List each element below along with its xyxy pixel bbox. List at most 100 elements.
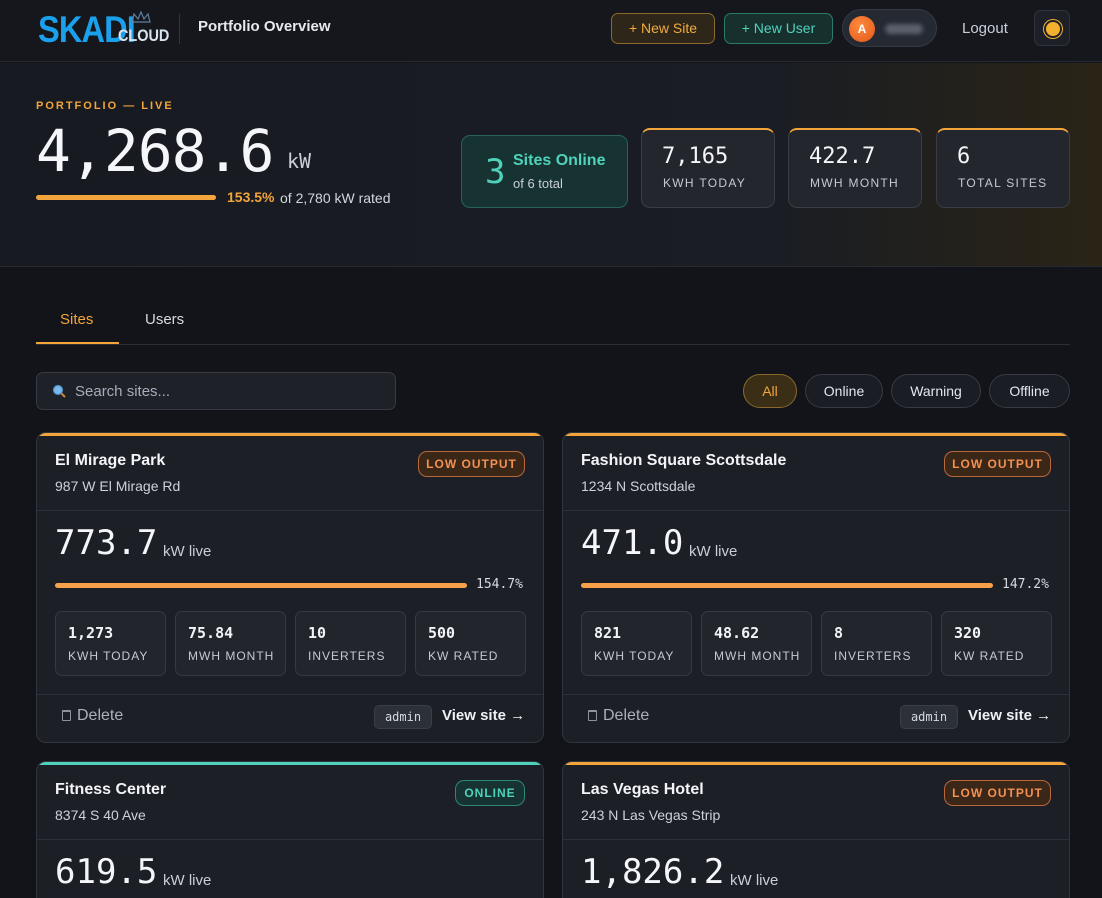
- status-badge: LOW OUTPUT: [944, 451, 1051, 477]
- site-address: 987 W El Mirage Rd: [55, 478, 181, 494]
- site-stat-kw-rated: 320 KW RATED: [941, 611, 1052, 676]
- site-stat-kwh-today: 821 KWH TODAY: [581, 611, 692, 676]
- site-card[interactable]: Fashion Square Scottsdale 1234 N Scottsd…: [562, 432, 1070, 743]
- card-divider: [37, 510, 543, 511]
- view-site-link[interactable]: View site →: [968, 707, 1052, 724]
- site-name: Las Vegas Hotel: [581, 781, 704, 798]
- theme-toggle-button[interactable]: [1034, 10, 1070, 46]
- site-percent: 154.7%: [476, 577, 523, 592]
- stat-value: 48.62: [714, 624, 760, 642]
- active-tab-indicator: [36, 342, 119, 344]
- tabs-divider: [36, 344, 1070, 345]
- site-card[interactable]: El Mirage Park 987 W El Mirage Rd LOW OU…: [36, 432, 544, 743]
- stat-label: MWH MONTH: [810, 176, 900, 190]
- stat-label: KWH TODAY: [594, 649, 675, 663]
- owner-tag: admin: [900, 705, 958, 729]
- site-percent: 147.2%: [1002, 577, 1049, 592]
- sites-online-card[interactable]: 3 Sites Online of 6 total: [461, 135, 628, 208]
- crown-icon: [131, 10, 151, 23]
- top-bar: SKADI CLOUD Portfolio Overview + New Sit…: [0, 0, 1102, 62]
- site-kw-unit: kW live: [689, 543, 738, 560]
- site-kw: 471.0: [581, 523, 684, 563]
- site-kw-unit: kW live: [730, 872, 779, 889]
- brand-subname: CLOUD: [118, 26, 170, 45]
- site-stat-inverters: 8 INVERTERS: [821, 611, 932, 676]
- sites-online-count: 3: [485, 152, 506, 192]
- stat-value: 7,165: [662, 144, 729, 169]
- stat-card-total-sites: 6 TOTAL SITES: [936, 128, 1070, 208]
- card-status-strip: [37, 433, 543, 436]
- site-name: Fitness Center: [55, 781, 167, 798]
- portfolio-kw-unit: kW: [287, 149, 312, 173]
- site-address: 8374 S 40 Ave: [55, 807, 146, 823]
- card-status-strip: [37, 762, 543, 765]
- search-input[interactable]: [75, 373, 385, 409]
- site-card[interactable]: Fitness Center 8374 S 40 Ave ONLINE 619.…: [36, 761, 544, 898]
- new-site-button[interactable]: + New Site: [611, 13, 715, 44]
- site-progress-bar: [55, 583, 467, 588]
- site-kw-unit: kW live: [163, 543, 212, 560]
- search-box[interactable]: [36, 372, 396, 410]
- portfolio-hero: PORTFOLIO — LIVE 4,268.6 kW 153.5% of 2,…: [0, 63, 1102, 267]
- portfolio-rated: of 2,780 kW rated: [280, 190, 391, 206]
- delete-button[interactable]: Delete: [588, 707, 649, 725]
- view-site-link[interactable]: View site →: [442, 707, 526, 724]
- stat-value: 75.84: [188, 624, 234, 642]
- portfolio-progress-fill: [36, 195, 216, 200]
- site-address: 1234 N Scottsdale: [581, 478, 696, 494]
- status-badge: LOW OUTPUT: [418, 451, 525, 477]
- stat-value: 8: [834, 624, 844, 642]
- site-stat-inverters: 10 INVERTERS: [295, 611, 406, 676]
- user-menu[interactable]: A: [842, 9, 937, 47]
- logout-link[interactable]: Logout: [962, 20, 1008, 37]
- site-address: 243 N Las Vegas Strip: [581, 807, 721, 823]
- filter-all[interactable]: All: [743, 374, 797, 408]
- trash-icon: [588, 710, 597, 721]
- delete-label: Delete: [603, 707, 650, 724]
- stat-label: INVERTERS: [834, 649, 912, 663]
- site-kw-unit: kW live: [163, 872, 212, 889]
- filter-warning[interactable]: Warning: [891, 374, 981, 408]
- stat-label: MWH MONTH: [188, 649, 275, 663]
- delete-label: Delete: [77, 707, 124, 724]
- status-badge: ONLINE: [455, 780, 525, 806]
- card-divider: [37, 839, 543, 840]
- stat-value: 422.7: [809, 144, 876, 169]
- sites-online-label: Sites Online: [513, 152, 606, 169]
- stat-label: INVERTERS: [308, 649, 386, 663]
- stat-value: 320: [954, 624, 982, 642]
- new-user-button[interactable]: + New User: [724, 13, 833, 44]
- site-progress-bar: [581, 583, 993, 588]
- stat-value: 500: [428, 624, 456, 642]
- stat-value: 6: [957, 144, 971, 169]
- portfolio-kw: 4,268.6: [36, 117, 274, 185]
- card-divider: [563, 510, 1069, 511]
- username-blurred: [885, 24, 923, 34]
- stat-value: 1,273: [68, 624, 114, 642]
- search-icon: [52, 384, 66, 398]
- tab-sites[interactable]: Sites: [60, 311, 94, 328]
- avatar: A: [849, 16, 875, 42]
- brand-name: SKADI: [38, 9, 136, 50]
- site-kw: 773.7: [55, 523, 158, 563]
- site-stat-kw-rated: 500 KW RATED: [415, 611, 526, 676]
- stat-label: KWH TODAY: [663, 176, 747, 190]
- stat-label: MWH MONTH: [714, 649, 801, 663]
- stat-card-kwh-today: 7,165 KWH TODAY: [641, 128, 775, 208]
- site-name: Fashion Square Scottsdale: [581, 452, 787, 469]
- portfolio-progress-bar: [36, 195, 216, 200]
- card-divider: [37, 694, 543, 695]
- tab-users[interactable]: Users: [145, 311, 185, 328]
- card-status-strip: [563, 433, 1069, 436]
- stat-label: KW RATED: [954, 649, 1025, 663]
- site-stat-kwh-today: 1,273 KWH TODAY: [55, 611, 166, 676]
- card-divider: [563, 694, 1069, 695]
- site-card[interactable]: Las Vegas Hotel 243 N Las Vegas Strip LO…: [562, 761, 1070, 898]
- site-kw: 1,826.2: [581, 852, 725, 892]
- filter-online[interactable]: Online: [805, 374, 883, 408]
- stat-label: KW RATED: [428, 649, 499, 663]
- delete-button[interactable]: Delete: [62, 707, 123, 725]
- stat-label: KWH TODAY: [68, 649, 149, 663]
- page-title: Portfolio Overview: [198, 18, 331, 35]
- filter-offline[interactable]: Offline: [989, 374, 1070, 408]
